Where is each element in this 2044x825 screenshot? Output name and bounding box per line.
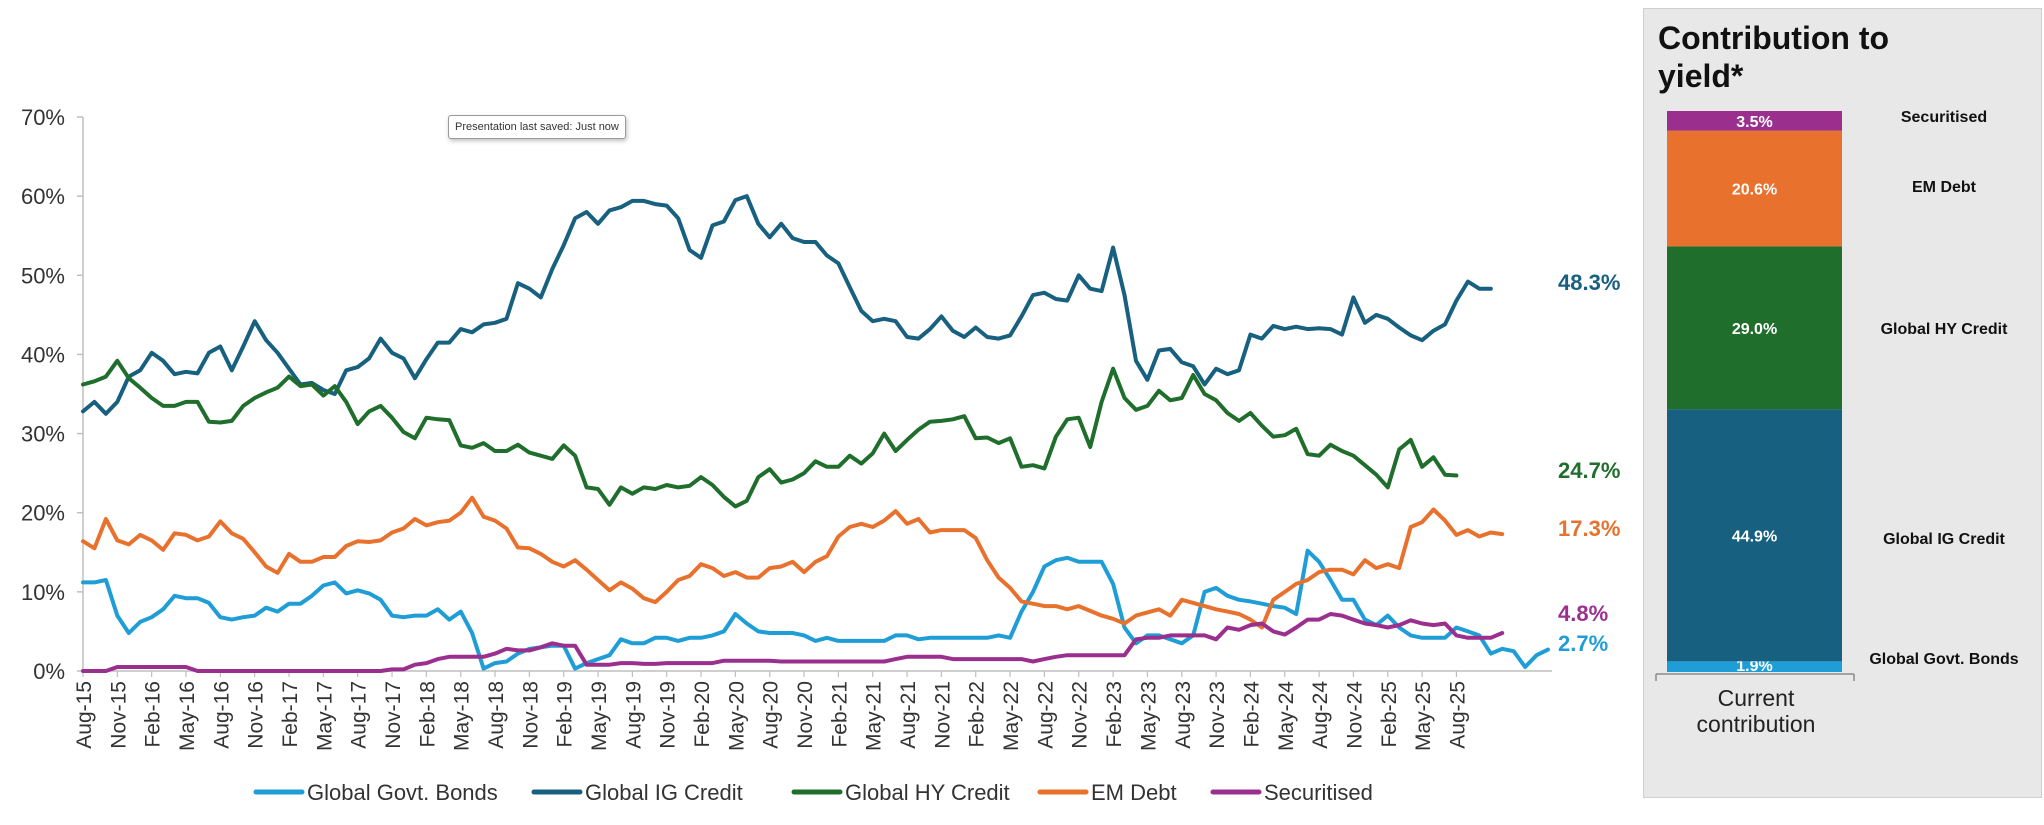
x-tick-label: Nov-19 [657, 681, 680, 749]
x-tick-label: Nov-18 [519, 681, 542, 749]
y-tick-label: 10% [21, 580, 65, 605]
stack-series-label: EM Debt [1912, 179, 1977, 196]
series-end-label: 48.3% [1558, 270, 1620, 295]
x-tick-label: Feb-23 [1103, 681, 1126, 748]
legend-label: Global Govt. Bonds [307, 780, 498, 805]
x-tick-label: May-16 [176, 681, 199, 751]
x-tick-label: Aug-21 [897, 681, 920, 749]
stack-segment-global-hy-credit [1667, 246, 1842, 410]
x-tick-label: Feb-19 [554, 681, 577, 748]
x-tick-label: May-20 [725, 681, 748, 751]
y-tick-label: 40% [21, 342, 65, 367]
stack-series-label: Global IG Credit [1883, 531, 2005, 548]
x-tick-label: Feb-20 [691, 681, 714, 748]
x-tick-label: May-18 [451, 681, 474, 751]
stack-value-label: 1.9% [1736, 658, 1772, 675]
stacked-bar-chart: 1.9% Global Govt. Bonds 44.9% Global IG Cre… [1655, 109, 2019, 681]
stack-series-label: Global Govt. Bonds [1869, 651, 2018, 668]
x-tick-label: Nov-17 [382, 681, 405, 749]
x-tick-label: May-22 [1000, 681, 1023, 751]
x-tick-label: Feb-25 [1378, 681, 1401, 748]
stack-segment-global-govt-bonds [1667, 661, 1842, 672]
y-tick-label: 50% [21, 263, 65, 288]
save-status-tooltip: Presentation last saved: Just now [448, 115, 626, 139]
x-tick-label: Aug-19 [622, 681, 645, 749]
x-tick-label: Feb-17 [279, 681, 302, 748]
x-tick-label: Feb-22 [966, 681, 989, 748]
y-tick-label: 20% [21, 501, 65, 526]
bar-category-label: Current contribution [1696, 685, 1816, 737]
x-tick-label: Nov-15 [107, 681, 130, 749]
x-tick-label: Aug-24 [1309, 681, 1332, 749]
series-line-securitised [81, 612, 1505, 673]
x-tick-label: Aug-25 [1446, 681, 1469, 749]
series-line-global-hy-credit [81, 358, 1459, 509]
series-end-label: 4.8% [1558, 601, 1608, 626]
stack-segment-securitised [1667, 111, 1842, 131]
legend-label: Global IG Credit [585, 780, 743, 805]
contribution-title: Contribution to yield* [1658, 20, 1890, 94]
x-tick-label: Aug-15 [73, 681, 96, 749]
stack-segment-global-ig-credit [1667, 409, 1842, 662]
legend-label: EM Debt [1091, 780, 1177, 805]
line-chart: 0% 10% 20% 30% 40% 50% 60% 70% Aug-15 Nov-15 Feb-1… [21, 105, 1620, 805]
x-tick-label: Nov-20 [794, 681, 817, 749]
x-tick-label: Nov-22 [1069, 681, 1092, 749]
stack-series-label: Global HY Credit [1881, 321, 2009, 338]
series-end-label: 2.7% [1558, 631, 1608, 656]
legend-label: Global HY Credit [845, 780, 1010, 805]
y-tick-label: 70% [21, 105, 65, 130]
series-end-label: 24.7% [1558, 458, 1620, 483]
x-tick-label: May-17 [313, 681, 336, 751]
series-line-global-govt-bonds [81, 548, 1550, 671]
x-tick-label: Aug-17 [348, 681, 371, 749]
series-line-em-debt [81, 495, 1505, 630]
x-tick-label: Aug-16 [210, 681, 233, 749]
x-tick-label: May-24 [1275, 681, 1298, 751]
x-tick-label: May-23 [1137, 681, 1160, 751]
x-tick-label: Aug-18 [485, 681, 508, 749]
stack-series-label: Securitised [1901, 109, 1987, 126]
x-tick-label: Feb-16 [142, 681, 165, 748]
x-tick-label: Nov-24 [1343, 681, 1366, 749]
x-tick-label: May-19 [588, 681, 611, 751]
y-tick-label: 60% [21, 184, 65, 209]
series-end-label: 17.3% [1558, 516, 1620, 541]
x-tick-label: Feb-24 [1240, 681, 1263, 748]
x-tick-label: Aug-23 [1172, 681, 1195, 749]
stack-value-label: 29.0% [1732, 321, 1777, 338]
stack-value-label: 3.5% [1736, 114, 1772, 131]
x-tick-label: May-21 [863, 681, 886, 751]
x-tick-label: Aug-20 [760, 681, 783, 749]
x-tick-label: May-25 [1412, 681, 1435, 751]
x-tick-label: Feb-18 [416, 681, 439, 748]
x-tick-label: Nov-23 [1206, 681, 1229, 749]
contribution-panel: 1.9% Global Govt. Bonds 44.9% Global IG Cre… [1643, 8, 2042, 798]
stack-segment-em-debt [1667, 130, 1842, 247]
legend-label: Securitised [1264, 780, 1373, 805]
y-tick-label: 30% [21, 422, 65, 447]
y-tick-label: 0% [33, 659, 65, 684]
x-tick-label: Aug-22 [1034, 681, 1057, 749]
x-tick-label: Feb-21 [828, 681, 851, 748]
x-tick-label: Nov-16 [245, 681, 268, 749]
stack-value-label: 44.9% [1732, 528, 1777, 545]
series-line-global-ig-credit [81, 194, 1493, 416]
x-tick-label: Nov-21 [931, 681, 954, 749]
stack-value-label: 20.6% [1732, 181, 1777, 198]
